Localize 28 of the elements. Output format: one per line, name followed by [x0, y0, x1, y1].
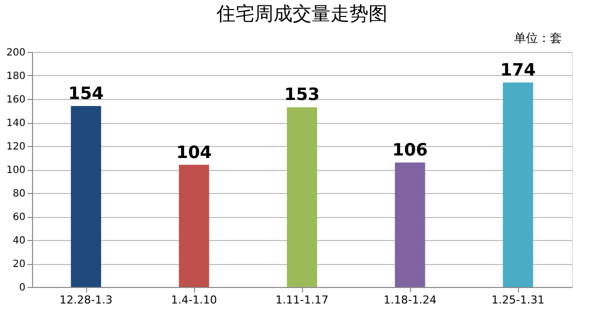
y-tick-label: 80: [12, 188, 26, 200]
bar: [286, 107, 318, 287]
y-tick-label: 40: [12, 236, 26, 246]
y-tick-label: 180: [6, 71, 26, 82]
y-tick-label: 200: [6, 48, 26, 58]
data-label: 174: [500, 60, 536, 81]
data-label: 106: [392, 140, 428, 160]
x-tick-label: 1.4-1.10: [171, 294, 217, 306]
x-tick-label: 1.11-1.17: [276, 294, 328, 306]
y-tick-label: 140: [6, 118, 26, 129]
y-tick-label: 100: [6, 165, 26, 176]
text: 单位：套: [514, 31, 562, 45]
bar: [394, 162, 426, 287]
y-tick-label: 20: [12, 259, 26, 270]
y-tick-label: 160: [6, 94, 26, 106]
x-tick-label: 1.18-1.24: [384, 294, 436, 306]
x-tick-label: 12.28-1.3: [60, 294, 112, 306]
y-tick-label: 0: [19, 282, 26, 294]
data-label: 154: [68, 84, 104, 104]
data-label: 104: [176, 142, 212, 163]
y-tick-label: 60: [12, 212, 26, 223]
bar: [502, 82, 534, 287]
bar: [70, 106, 102, 287]
bar: [178, 164, 210, 287]
y-tick-label: 120: [6, 142, 26, 152]
data-label: 153: [284, 85, 320, 106]
x-tick-label: 1.25-1.31: [492, 294, 544, 306]
chart-title: 住宅周成交量走势图: [216, 3, 388, 25]
